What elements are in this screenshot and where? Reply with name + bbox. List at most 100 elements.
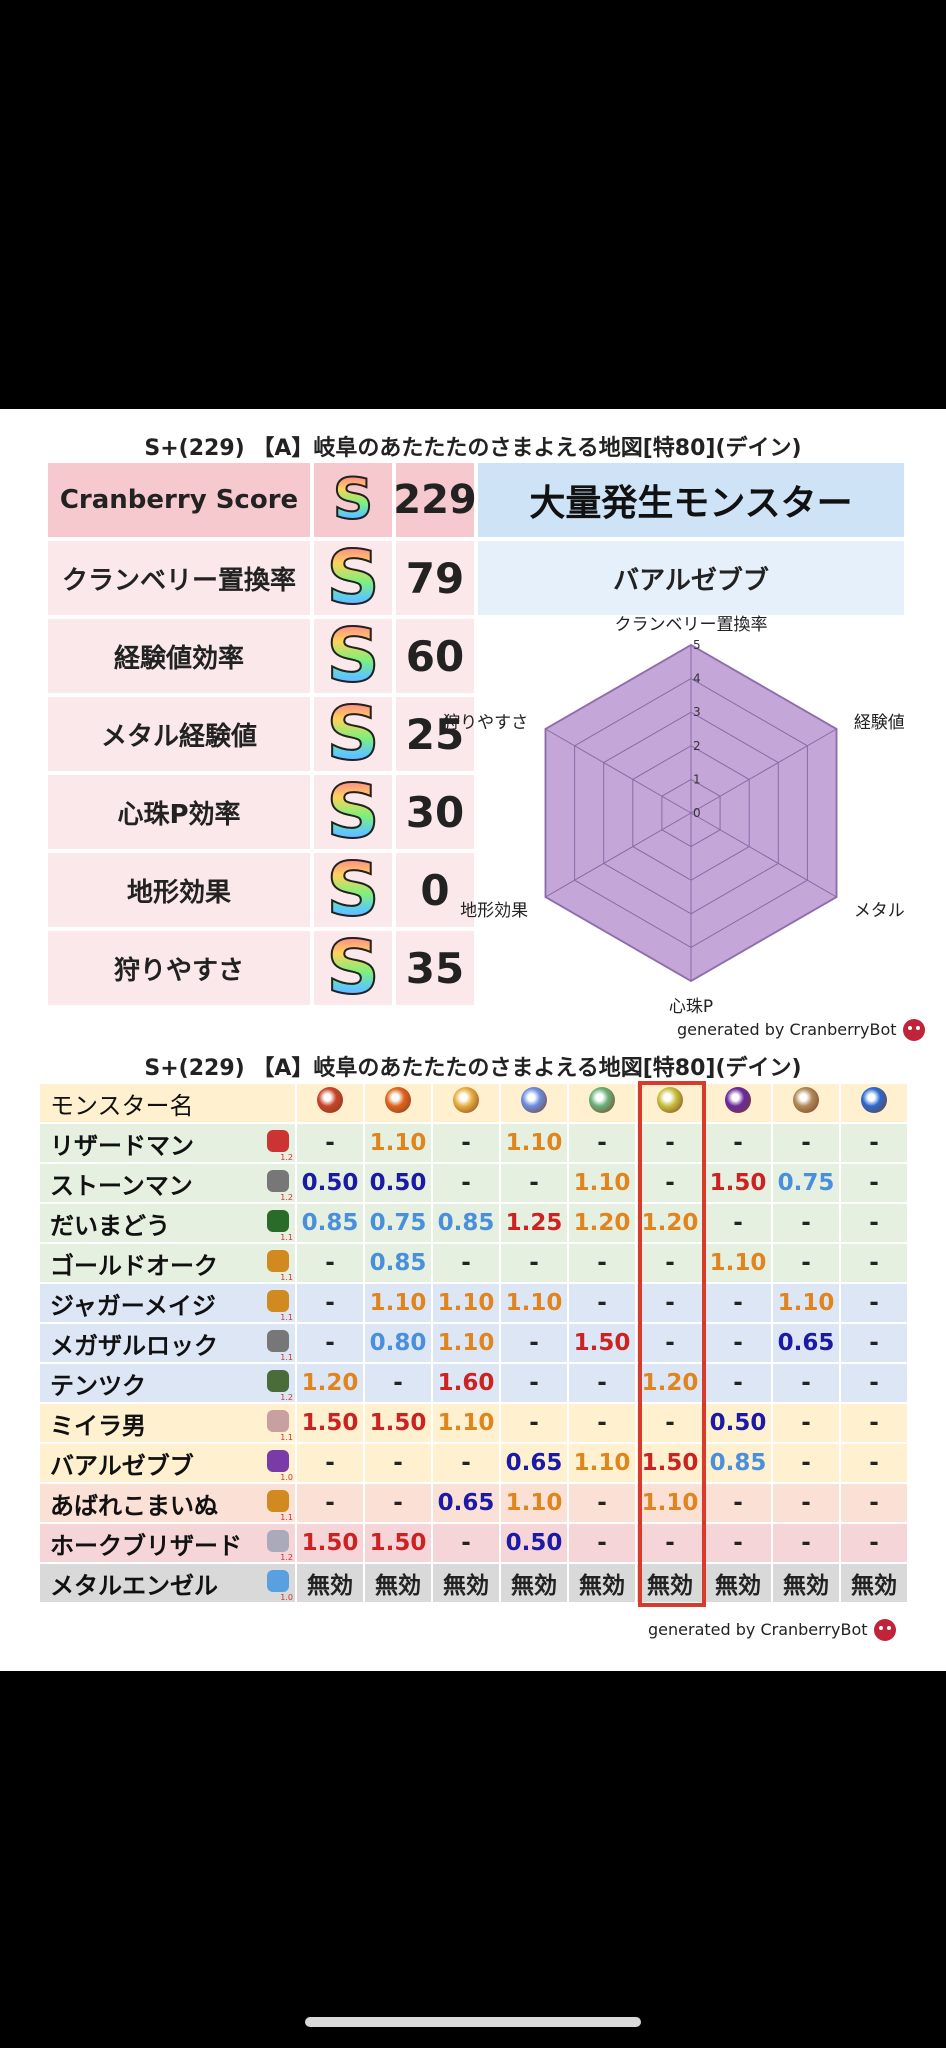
monster-weight: 1.1 (280, 1353, 293, 1362)
resistance-cell: 1.20 (637, 1204, 705, 1244)
resistance-cell: - (773, 1244, 841, 1284)
table-title: S+(229) 【A】岐阜のあたたたのさまよえる地図[特80](デイン) (144, 1056, 802, 1081)
resistance-cell: - (433, 1444, 501, 1484)
name-column-header: モンスター名 (40, 1084, 297, 1124)
resistance-cell: 0.85 (433, 1204, 501, 1244)
score-value: 30 (396, 775, 474, 849)
radar-axis-label: メタル (853, 901, 905, 921)
score-value: 60 (396, 619, 474, 693)
score-value: 25 (396, 697, 474, 771)
resistance-cell: - (637, 1284, 705, 1324)
resistance-cell: 1.10 (365, 1284, 433, 1324)
score-label: クランベリー置換率 (48, 541, 310, 615)
resistance-cell: 0.50 (365, 1164, 433, 1204)
monster-weight: 1.1 (280, 1273, 293, 1282)
resistance-cell: 1.20 (297, 1364, 365, 1404)
resistance-cell: - (569, 1404, 637, 1444)
resistance-cell: - (773, 1444, 841, 1484)
resistance-cell: 1.10 (773, 1284, 841, 1324)
resistance-cell: - (705, 1324, 773, 1364)
resistance-cell: 無効 (569, 1564, 637, 1604)
monster-icon (267, 1170, 289, 1192)
resistance-cell: 0.85 (705, 1444, 773, 1484)
resistance-cell: 1.10 (501, 1124, 569, 1164)
s-grade-icon: S (325, 535, 380, 621)
monster-weight: 1.1 (280, 1433, 293, 1442)
element-header (637, 1084, 705, 1124)
resistance-cell: 0.65 (433, 1484, 501, 1524)
resistance-cell: - (569, 1484, 637, 1524)
resistance-cell: - (841, 1404, 909, 1444)
monster-icon (267, 1490, 289, 1512)
resistance-cell: - (841, 1364, 909, 1404)
s-grade-icon: S (325, 847, 380, 933)
resistance-cell: - (365, 1364, 433, 1404)
monster-weight: 1.1 (280, 1233, 293, 1242)
radar-axis-label: 地形効果 (460, 901, 529, 921)
s-grade-icon: S (332, 467, 374, 532)
fire-icon (317, 1087, 343, 1113)
table-row: だいまどう 1.1 0.85 0.75 0.85 1.25 1.20 1.20- - - (40, 1204, 909, 1244)
monster-icon (267, 1130, 289, 1152)
monster-name-cell: メタルエンゼル 1.0 (40, 1564, 297, 1604)
radar-axis-label: 経験値 (853, 713, 905, 733)
resistance-cell: - (637, 1244, 705, 1284)
resistance-cell: - (773, 1524, 841, 1564)
score-label: 経験値効率 (48, 619, 310, 693)
resistance-cell: - (773, 1364, 841, 1404)
bot-face-icon (873, 1619, 896, 1641)
table-row: メタルエンゼル 1.0 無効 無効 無効 無効 無効 無効 無効 無効 無効 (40, 1564, 909, 1604)
resistance-cell: - (501, 1324, 569, 1364)
resistance-cell: - (637, 1124, 705, 1164)
element-header (569, 1084, 637, 1124)
resistance-cell: - (705, 1524, 773, 1564)
resistance-cell: 0.50 (501, 1524, 569, 1564)
resistance-cell: 0.75 (365, 1204, 433, 1244)
element-header (433, 1084, 501, 1124)
table-row: あばれこまいぬ 1.1- -0.65 1.10-1.10- - - (40, 1484, 909, 1524)
score-value: 35 (396, 931, 474, 1005)
resistance-cell: - (297, 1244, 365, 1284)
resistance-cell: - (841, 1124, 909, 1164)
wind-icon (589, 1087, 615, 1113)
home-indicator[interactable] (305, 2017, 641, 2027)
score-value: 79 (396, 541, 474, 615)
resistance-cell: - (841, 1164, 909, 1204)
radar-tick-label: 5 (693, 638, 701, 652)
monster-name: バアルゼブブ (50, 1451, 194, 1480)
resistance-cell: 無効 (365, 1564, 433, 1604)
resistance-cell: 0.85 (365, 1244, 433, 1284)
resistance-cell: - (501, 1404, 569, 1444)
grade-badge: S (314, 618, 392, 694)
score-value: 0 (396, 853, 474, 927)
monster-name-cell: バアルゼブブ 1.0 (40, 1444, 297, 1484)
grade-badge: S (314, 463, 392, 537)
monster-icon (267, 1210, 289, 1232)
resistance-cell: - (773, 1484, 841, 1524)
element-header (365, 1084, 433, 1124)
resistance-cell: 1.10 (501, 1284, 569, 1324)
monster-name-cell: リザードマン 1.2 (40, 1124, 297, 1164)
monster-weight: 1.1 (280, 1313, 293, 1322)
monster-icon (267, 1290, 289, 1312)
table-row: ゴールドオーク 1.1-0.85- - - -1.10- - (40, 1244, 909, 1284)
radar-tick-label: 4 (693, 672, 701, 686)
element-header (501, 1084, 569, 1124)
resistance-cell: 0.85 (297, 1204, 365, 1244)
radar-tick-label: 2 (693, 739, 701, 753)
resistance-cell: - (365, 1484, 433, 1524)
monster-name-cell: ジャガーメイジ 1.1 (40, 1284, 297, 1324)
element-header (705, 1084, 773, 1124)
resistance-cell: 1.50 (297, 1404, 365, 1444)
light-icon (657, 1087, 683, 1113)
resistance-cell: 1.50 (365, 1404, 433, 1444)
monster-name: テンツク (50, 1371, 146, 1400)
resistance-cell: - (569, 1524, 637, 1564)
resistance-cell: 無効 (841, 1564, 909, 1604)
resistance-cell: - (637, 1404, 705, 1444)
radar-tick-label: 3 (693, 705, 701, 719)
grade-badge: S (314, 774, 392, 850)
resistance-cell: 無効 (637, 1564, 705, 1604)
page-title: S+(229) 【A】岐阜のあたたたのさまよえる地図[特80](デイン) (144, 436, 802, 461)
radar-chart: 0 1 2 3 4 5 (544, 638, 838, 983)
